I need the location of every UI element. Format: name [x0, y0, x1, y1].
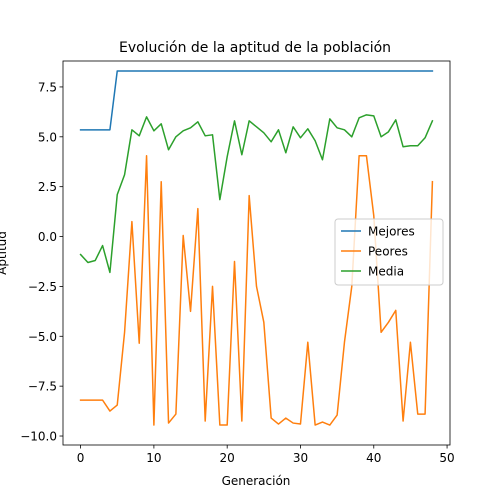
y-tick-label: −10.0 — [20, 430, 57, 444]
y-tick-label: 5.0 — [38, 130, 57, 144]
y-tick-label: −2.5 — [28, 280, 57, 294]
x-tick-label: 50 — [439, 451, 454, 465]
y-tick-label: 7.5 — [38, 80, 57, 94]
legend: Mejores Peores Media — [334, 218, 444, 286]
chart-title: Evolución de la aptitud de la población — [119, 40, 391, 56]
y-tick-label: 0.0 — [38, 230, 57, 244]
series-line-media — [79, 114, 434, 274]
legend-label-mejores: Mejores — [368, 225, 415, 239]
y-axis-label: Aptitud — [0, 231, 9, 275]
axes — [62, 60, 451, 446]
legend-label-media: Media — [368, 265, 404, 279]
ticks: 0 10 20 30 40 50 −10.0 −7.5 −5.0 −2.5 0.0 2.5 5.0 7.5 — [20, 80, 454, 465]
legend-label-peores: Peores — [368, 245, 408, 259]
x-tick-label: 20 — [220, 451, 235, 465]
legend-box — [334, 218, 444, 286]
series-line-mejores — [79, 70, 434, 131]
series-line-peores — [79, 155, 434, 426]
axes-frame — [62, 60, 451, 446]
x-tick-label: 10 — [146, 451, 161, 465]
x-tick-label: 40 — [366, 451, 381, 465]
x-tick-label: 30 — [293, 451, 308, 465]
y-tick-label: −5.0 — [28, 330, 57, 344]
y-tick-label: −7.5 — [28, 380, 57, 394]
x-tick-label: 0 — [77, 451, 85, 465]
y-tick-label: 2.5 — [38, 180, 57, 194]
plot-area — [79, 70, 434, 426]
x-axis-label: Generación — [222, 474, 291, 488]
